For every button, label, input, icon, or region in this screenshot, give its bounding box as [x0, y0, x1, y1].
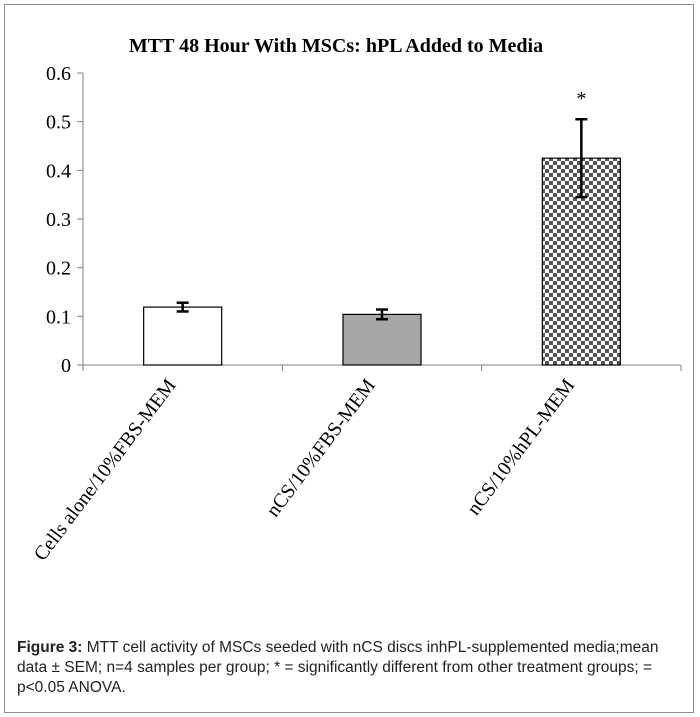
category-labels: Cells alone/10%FBS-MEM nCS/10%FBS-MEM nCS/…	[30, 375, 580, 565]
bars	[143, 157, 621, 366]
category-label: Cells alone/10%FBS-MEM	[30, 375, 181, 565]
bar	[143, 306, 223, 366]
bar	[342, 313, 422, 366]
category-label: nCS/10%FBS-MEM	[262, 375, 380, 522]
y-axis: 0 0.1 0.2 0.3 0.4 0.5 0.6	[46, 63, 84, 377]
y-tick-label: 0.2	[46, 258, 71, 280]
figure-frame: MTT 48 Hour With MSCs: hPL Added to Medi…	[4, 4, 694, 713]
bar-chart: MTT 48 Hour With MSCs: hPL Added to Medi…	[30, 35, 682, 565]
figure-caption: Figure 3: MTT cell activity of MSCs seed…	[17, 638, 687, 698]
y-tick-label: 0.5	[46, 112, 71, 134]
y-tick-label: 0.1	[46, 306, 71, 328]
error-bars: *	[176, 88, 588, 321]
chart-title: MTT 48 Hour With MSCs: hPL Added to Medi…	[129, 35, 543, 57]
y-tick-label: 0	[61, 355, 71, 377]
caption-label: Figure 3:	[17, 639, 83, 656]
y-tick-label: 0.4	[46, 160, 71, 182]
y-tick-label: 0.3	[46, 209, 71, 231]
error-bar	[176, 301, 189, 313]
caption-text: MTT cell activity of MSCs seeded with nC…	[17, 639, 659, 696]
y-tick-label: 0.6	[46, 63, 71, 85]
x-axis	[82, 364, 682, 371]
error-bar	[575, 117, 588, 199]
error-bar	[376, 308, 388, 321]
significance-marker: *	[576, 88, 586, 110]
category-label: nCS/10%hPL-MEM	[463, 375, 580, 520]
